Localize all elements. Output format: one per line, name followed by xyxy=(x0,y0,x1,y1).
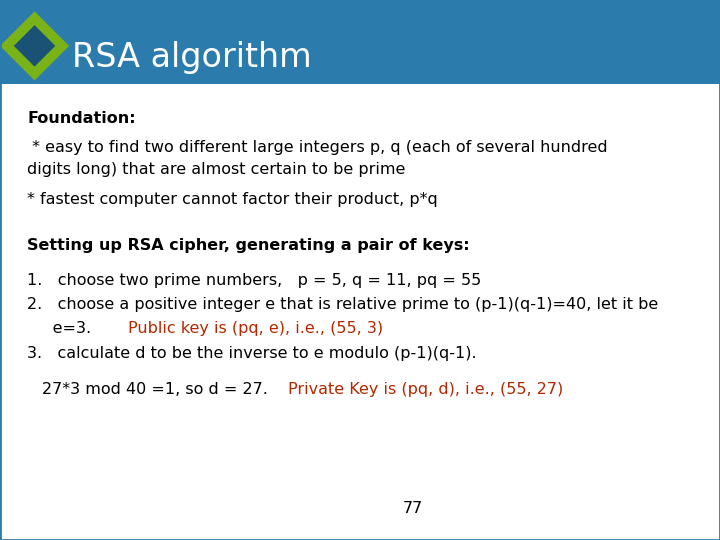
Text: Foundation:: Foundation: xyxy=(27,111,136,126)
Text: Public key is (pq, e), i.e., (55, 3): Public key is (pq, e), i.e., (55, 3) xyxy=(128,321,383,336)
Text: Private Key is (pq, d), i.e., (55, 27): Private Key is (pq, d), i.e., (55, 27) xyxy=(288,382,563,397)
Text: e=3.: e=3. xyxy=(27,321,107,336)
Text: * fastest computer cannot factor their product, p*q: * fastest computer cannot factor their p… xyxy=(27,192,438,207)
Text: 3.   calculate d to be the inverse to e modulo (p-1)(q-1).: 3. calculate d to be the inverse to e mo… xyxy=(27,346,477,361)
Text: Setting up RSA cipher, generating a pair of keys:: Setting up RSA cipher, generating a pair… xyxy=(27,238,470,253)
Text: RSA algorithm: RSA algorithm xyxy=(72,41,312,75)
Text: * easy to find two different large integers p, q (each of several hundred
digits: * easy to find two different large integ… xyxy=(27,140,608,177)
Text: 1.   choose two prime numbers,   p = 5, q = 11, pq = 55: 1. choose two prime numbers, p = 5, q = … xyxy=(27,273,482,288)
Text: 2.   choose a positive integer e that is relative prime to (p-1)(q-1)=40, let it: 2. choose a positive integer e that is r… xyxy=(27,297,659,312)
Text: 27*3 mod 40 =1, so d = 27.: 27*3 mod 40 =1, so d = 27. xyxy=(42,382,288,397)
Text: 77: 77 xyxy=(403,501,423,516)
